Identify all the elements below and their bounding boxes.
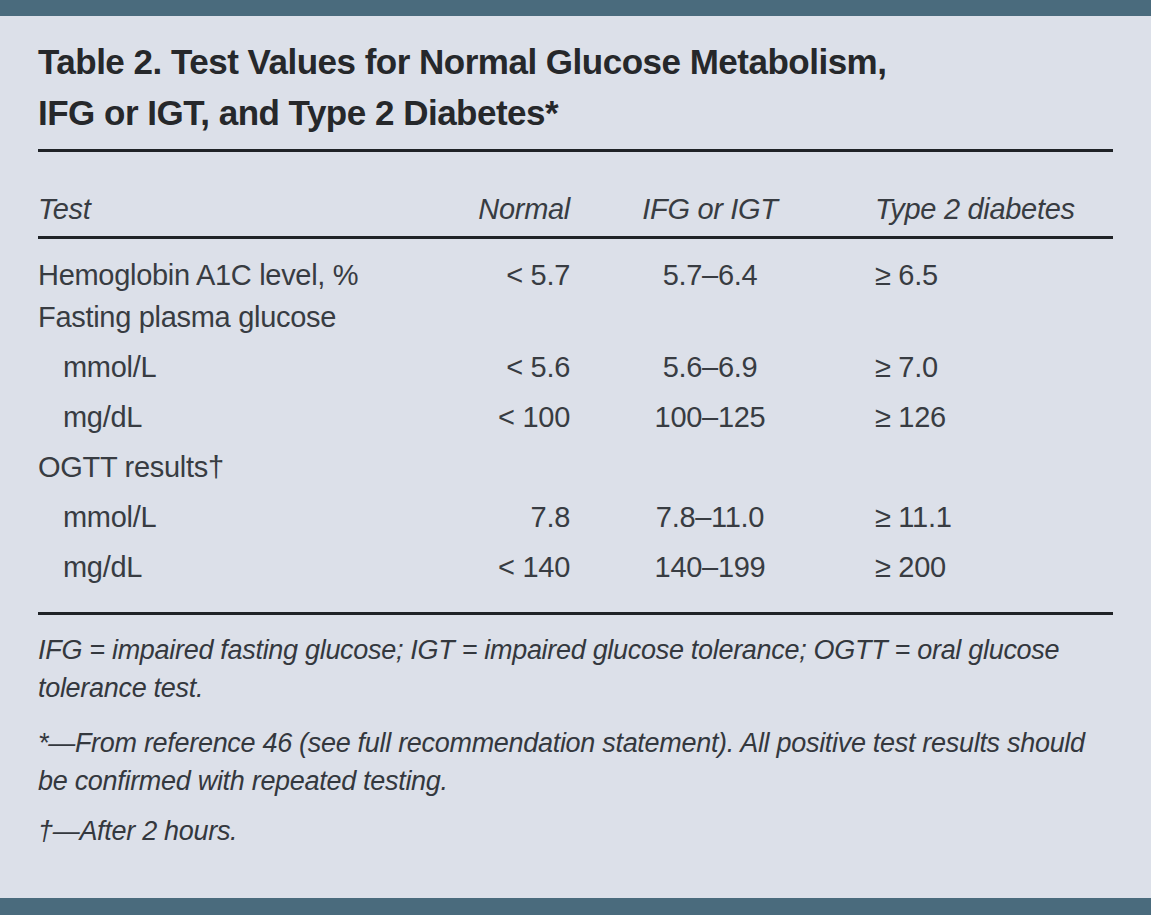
rule-below-table	[38, 612, 1113, 615]
cell-ifg-igt: 140–199	[570, 542, 850, 592]
table-row-fasting-plasma-glucose: Fasting plasma glucose	[38, 292, 1113, 342]
table-title-line1: Table 2. Test Values for Normal Glucose …	[38, 36, 1113, 87]
row-label: mmol/L	[38, 492, 470, 542]
top-accent-bar	[0, 0, 1151, 16]
cell-diabetes: ≥ 6.5	[850, 238, 1113, 293]
cell-ifg-igt	[570, 442, 850, 492]
cell-ifg-igt	[570, 292, 850, 342]
cell-ifg-igt: 5.7–6.4	[570, 238, 850, 293]
table-row-fpg-mgdl: mg/dL < 100 100–125 ≥ 126	[38, 392, 1113, 442]
table-row-ogtt-results: OGTT results†	[38, 442, 1113, 492]
cell-normal	[470, 292, 570, 342]
row-label: mmol/L	[38, 342, 470, 392]
cell-ifg-igt: 5.6–6.9	[570, 342, 850, 392]
cell-diabetes: ≥ 200	[850, 542, 1113, 592]
table-row-ogtt-mmol: mmol/L 7.8 7.8–11.0 ≥ 11.1	[38, 492, 1113, 542]
cell-diabetes: ≥ 11.1	[850, 492, 1113, 542]
table-figure: Table 2. Test Values for Normal Glucose …	[0, 36, 1151, 850]
bottom-accent-bar	[0, 898, 1151, 915]
row-label: Fasting plasma glucose	[38, 292, 470, 342]
table-title-line2: IFG or IGT, and Type 2 Diabetes*	[38, 87, 1113, 138]
cell-diabetes	[850, 292, 1113, 342]
header-row: Test Normal IFG or IGT Type 2 diabetes	[38, 152, 1113, 238]
column-header-type2-diabetes: Type 2 diabetes	[850, 152, 1113, 238]
cell-diabetes: ≥ 7.0	[850, 342, 1113, 392]
cell-diabetes	[850, 442, 1113, 492]
column-header-test: Test	[38, 152, 470, 238]
footnote-dagger: †—After 2 hours.	[38, 812, 1113, 850]
cell-ifg-igt: 7.8–11.0	[570, 492, 850, 542]
cell-diabetes: ≥ 126	[850, 392, 1113, 442]
table-title: Table 2. Test Values for Normal Glucose …	[38, 36, 1113, 138]
footnote-abbreviations: IFG = impaired fasting glucose; IGT = im…	[38, 631, 1113, 707]
cell-normal: < 5.6	[470, 342, 570, 392]
cell-normal: < 5.7	[470, 238, 570, 293]
footnotes: IFG = impaired fasting glucose; IGT = im…	[38, 631, 1113, 850]
table-row-ogtt-mgdl: mg/dL < 140 140–199 ≥ 200	[38, 542, 1113, 592]
test-values-table: Test Normal IFG or IGT Type 2 diabetes H…	[38, 152, 1113, 592]
row-label: OGTT results†	[38, 442, 470, 492]
column-header-normal: Normal	[470, 152, 570, 238]
cell-normal: < 140	[470, 542, 570, 592]
cell-ifg-igt: 100–125	[570, 392, 850, 442]
cell-normal: < 100	[470, 392, 570, 442]
table-row-hemoglobin-a1c: Hemoglobin A1C level, % < 5.7 5.7–6.4 ≥ …	[38, 238, 1113, 293]
column-header-ifg-or-igt: IFG or IGT	[570, 152, 850, 238]
cell-normal: 7.8	[470, 492, 570, 542]
table-row-fpg-mmol: mmol/L < 5.6 5.6–6.9 ≥ 7.0	[38, 342, 1113, 392]
cell-normal	[470, 442, 570, 492]
row-label: Hemoglobin A1C level, %	[38, 238, 470, 293]
footnote-asterisk: *—From reference 46 (see full recommenda…	[38, 724, 1113, 800]
row-label: mg/dL	[38, 542, 470, 592]
row-label: mg/dL	[38, 392, 470, 442]
